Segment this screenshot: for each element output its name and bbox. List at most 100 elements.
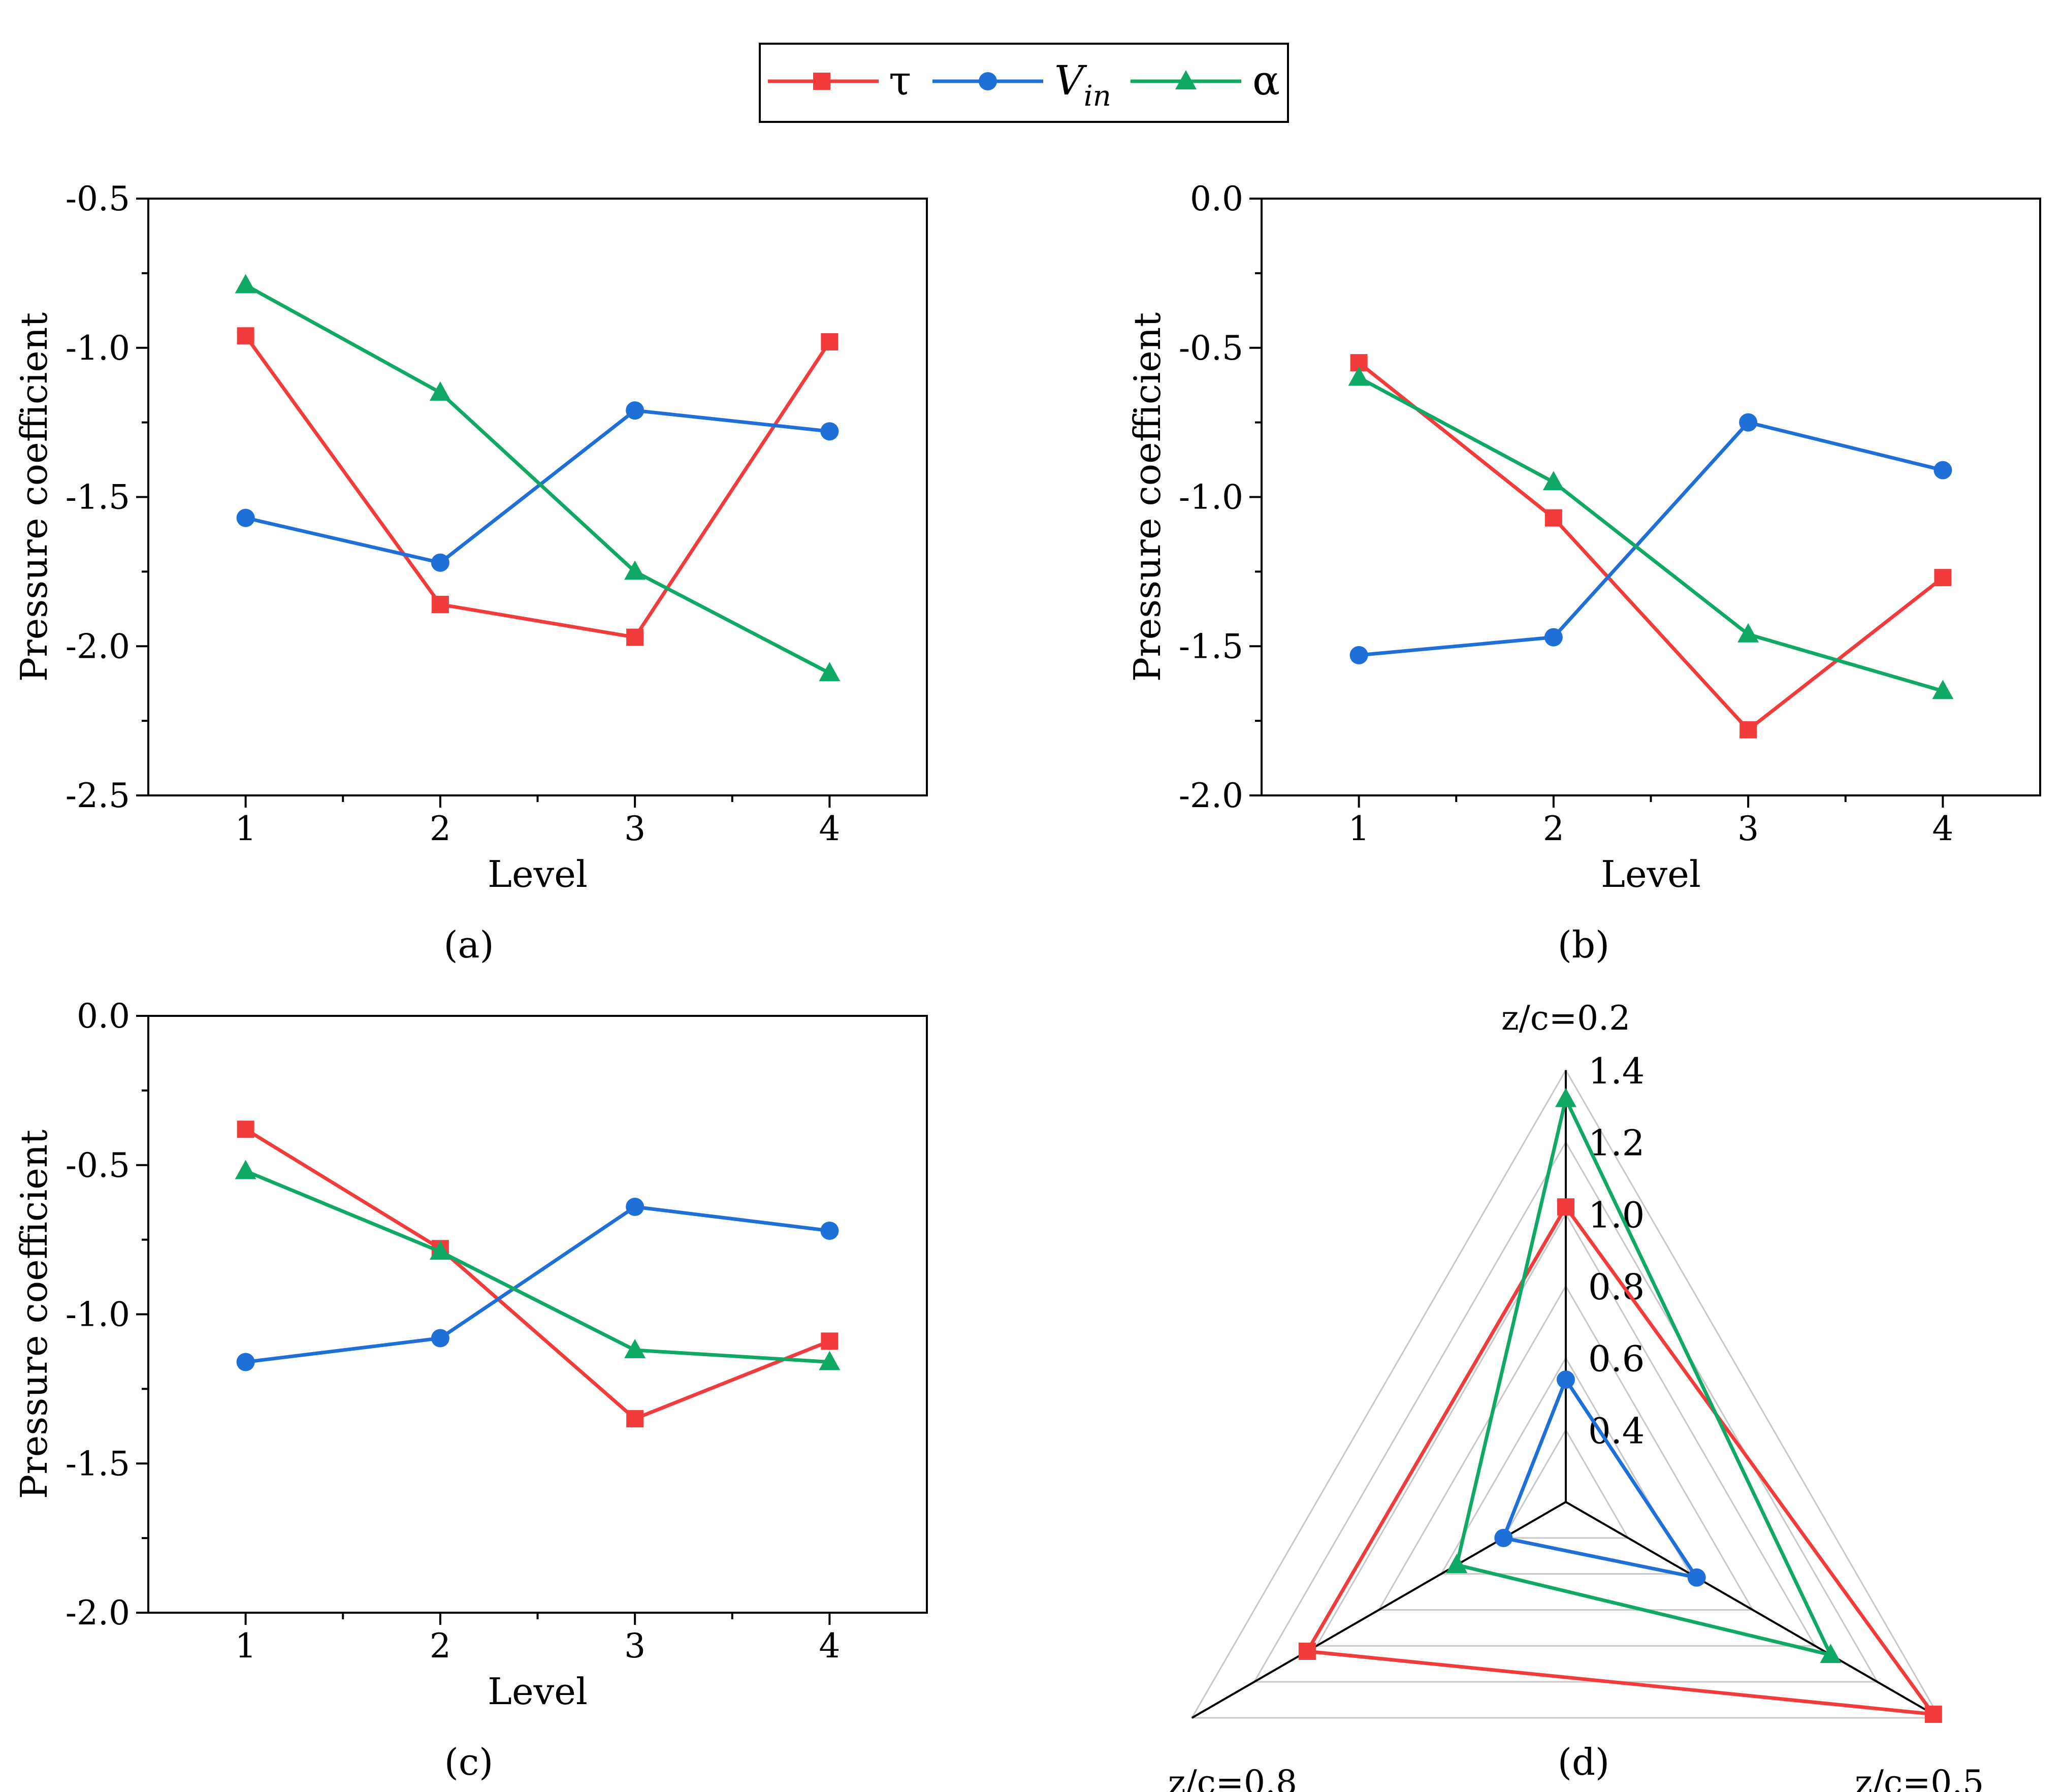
y-tick-label: -1.5 (66, 1444, 130, 1483)
radar-axis (1565, 1501, 1941, 1719)
series-line-alpha (244, 283, 830, 675)
y-tick-label: -2.0 (66, 627, 130, 666)
x-tick-label: 4 (819, 1626, 840, 1666)
plot-frame (1261, 198, 2041, 796)
y-tick-label: -1.5 (66, 478, 130, 517)
y-axis-title: Pressure coefficient (13, 312, 55, 682)
data-point-vin (1544, 628, 1563, 647)
y-axis-title: Pressure coefficient (13, 1130, 55, 1499)
y-tick-label: -2.0 (1179, 776, 1243, 815)
y-tick-label: -2.5 (66, 776, 130, 815)
y-tick-label: -0.5 (1179, 329, 1243, 368)
panel-label-d: (d) (1558, 1741, 1609, 1783)
radar-point-vin (1494, 1528, 1513, 1547)
y-tick-label: -0.5 (66, 1146, 130, 1185)
radar-point-alpha (1446, 1553, 1468, 1573)
x-tick-label: 2 (1543, 809, 1564, 848)
radar-grid-ring (1440, 1356, 1692, 1575)
radar-point-tau (1557, 1198, 1574, 1216)
radar-grid-ring (1252, 1140, 1879, 1683)
radar-tick-label: 1.4 (1588, 1050, 1645, 1092)
data-point-tau (1934, 569, 1952, 587)
y-tick-label: 0.0 (77, 997, 130, 1036)
x-tick-label: 2 (430, 1626, 451, 1666)
radar-series-tau (1305, 1205, 1936, 1716)
radar-tick-label: 0.6 (1588, 1338, 1645, 1380)
radar-point-vin (1557, 1370, 1575, 1389)
panel-label-c: (c) (444, 1741, 494, 1783)
radar-tick-label: 0.4 (1588, 1410, 1645, 1452)
data-point-tau (1739, 721, 1757, 739)
radar-point-alpha (1820, 1644, 1842, 1663)
data-point-vin (236, 508, 255, 527)
series-line-vin (245, 1205, 830, 1364)
x-axis-title: Level (488, 853, 588, 895)
data-point-vin (626, 401, 645, 420)
x-tick-label: 3 (624, 1626, 646, 1666)
y-tick-label: -1.0 (1179, 478, 1243, 517)
radar-point-tau (1924, 1705, 1942, 1723)
data-point-tau (626, 1410, 644, 1428)
radar-series-vin (1501, 1378, 1699, 1580)
plot-frame (147, 198, 928, 796)
data-point-tau (821, 333, 839, 350)
data-point-vin (1934, 461, 1952, 479)
y-axis-title: Pressure coefficient (1126, 312, 1169, 682)
series-line-tau (244, 335, 831, 639)
x-tick-label: 1 (235, 1626, 256, 1666)
y-tick-label: -2.0 (66, 1593, 130, 1633)
data-point-tau (237, 1121, 254, 1138)
x-tick-label: 3 (624, 809, 646, 848)
radar-tick-label: 1.2 (1588, 1123, 1645, 1164)
panel-label-a: (a) (443, 923, 494, 966)
data-point-vin (626, 1198, 645, 1216)
data-point-vin (431, 1329, 449, 1348)
legend-label-alpha: α (1252, 57, 1280, 104)
x-tick-label: 4 (1932, 809, 1953, 848)
chart-panel-b: -2.0 -1.5 -1.0 -0.5 0.0 1 2 3 4 Level Pressure coe… (1126, 179, 2041, 895)
y-tick-label: 0.0 (1190, 179, 1243, 218)
data-point-tau (237, 327, 254, 345)
data-point-tau (821, 1332, 839, 1350)
legend-entry-alpha: α (1131, 57, 1280, 104)
legend-label-tau: τ (889, 57, 911, 104)
radar-axis-label-1: z/c=0.5 (1855, 1763, 1984, 1792)
x-tick-label: 1 (1348, 809, 1370, 848)
data-point-alpha (1737, 623, 1759, 643)
data-point-alpha (235, 1160, 256, 1179)
data-point-vin (431, 553, 449, 572)
data-point-alpha (819, 662, 841, 682)
radar-point-vin (1687, 1568, 1706, 1587)
data-point-alpha (624, 1339, 646, 1358)
x-axis-title: Level (488, 1670, 588, 1713)
x-tick-label: 1 (235, 809, 256, 848)
radar-point-tau (1298, 1642, 1316, 1660)
series-line-alpha (245, 1169, 830, 1364)
data-point-alpha (624, 560, 646, 580)
data-point-vin (820, 422, 839, 441)
data-point-alpha (819, 1351, 841, 1370)
y-tick-label: -1.0 (66, 1295, 130, 1334)
data-point-tau (626, 628, 644, 646)
radar-grid-ring (1190, 1068, 1941, 1719)
chart-panel-d: 0.40.60.81.01.21.4z/c=0.2z/c=0.5z/c=0.8 (1168, 999, 1984, 1792)
series-line-vin (245, 408, 830, 565)
panel-label-b: (b) (1558, 923, 1609, 966)
radar-series-alpha (1455, 1097, 1832, 1657)
data-point-vin (820, 1222, 839, 1240)
radar-grid-ring (1315, 1212, 1817, 1647)
radar-point-alpha (1555, 1087, 1576, 1107)
legend: τ Vin α (759, 43, 1289, 123)
data-point-vin (1349, 646, 1368, 664)
data-point-alpha (1932, 680, 1954, 699)
radar-grid-ring (1502, 1428, 1630, 1539)
data-point-alpha (235, 274, 256, 294)
x-tick-label: 2 (430, 809, 451, 848)
radar-axis-label-2: z/c=0.8 (1168, 1763, 1297, 1792)
data-point-alpha (429, 1240, 451, 1260)
y-tick-label: -0.5 (66, 179, 130, 218)
data-point-vin (1739, 413, 1758, 432)
x-tick-label: 3 (1737, 809, 1759, 848)
data-point-tau (431, 596, 449, 613)
